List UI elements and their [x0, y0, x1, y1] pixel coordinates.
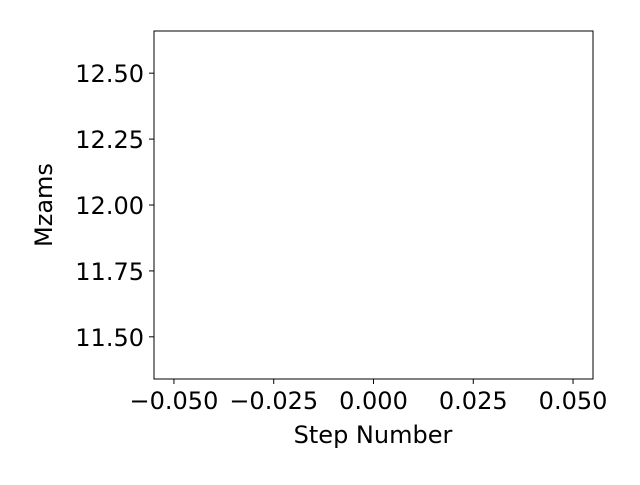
x-axis-label: Step Number: [294, 421, 453, 449]
plot-area-frame: [153, 30, 594, 380]
x-tick-label: 0.000: [339, 387, 408, 415]
x-tick-label: −0.025: [229, 387, 318, 415]
y-axis-ticks: 11.50 11.75 12.00 12.25 12.50: [75, 60, 154, 352]
x-tick-label: 0.025: [439, 387, 508, 415]
y-tick-label: 11.75: [75, 258, 144, 286]
y-axis-label: Mzams: [30, 163, 58, 247]
x-tick-label: −0.050: [130, 387, 219, 415]
x-axis-ticks: −0.050 −0.025 0.000 0.025 0.050: [130, 379, 608, 415]
x-tick-label: 0.050: [539, 387, 608, 415]
y-tick-label: 12.50: [75, 60, 144, 88]
y-tick-label: 12.00: [75, 192, 144, 220]
y-tick-label: 12.25: [75, 126, 144, 154]
y-tick-label: 11.50: [75, 324, 144, 352]
